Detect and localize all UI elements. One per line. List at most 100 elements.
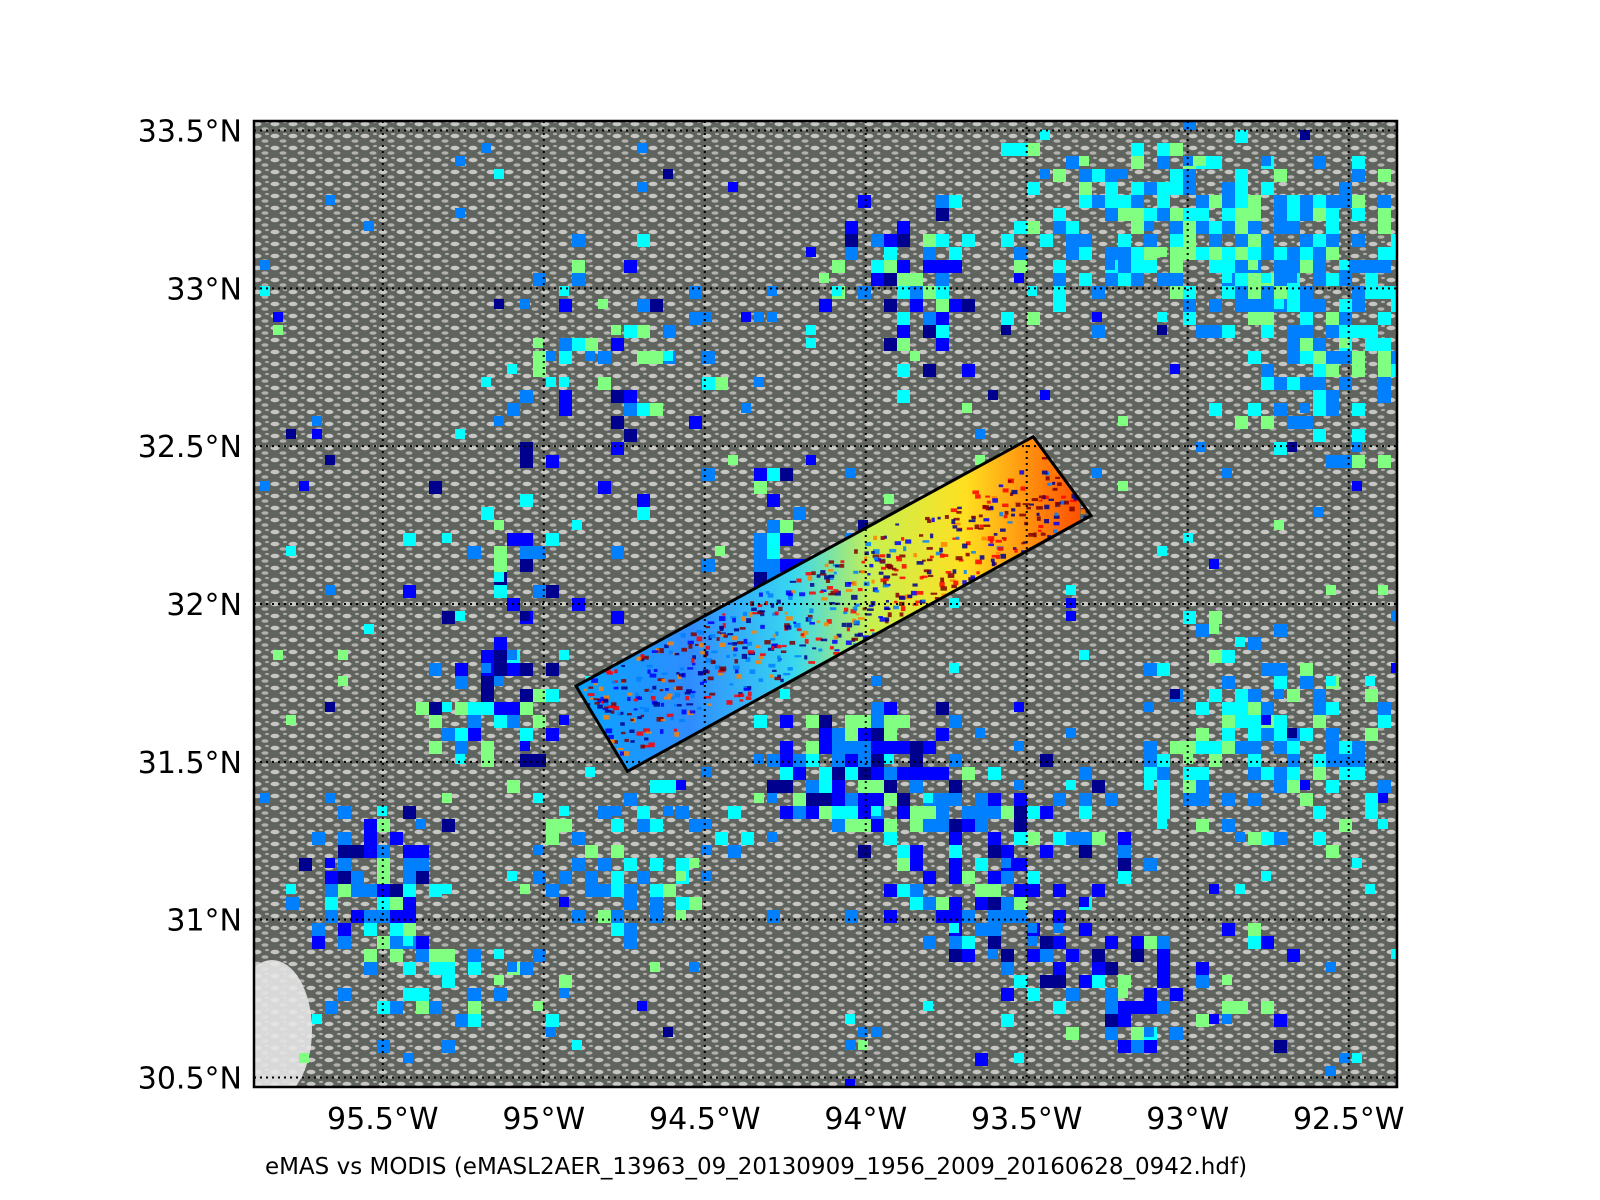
swath-pixel <box>640 744 646 749</box>
aod-pixel <box>338 936 351 949</box>
swath-pixel <box>684 691 691 695</box>
aod-pixel <box>598 351 611 364</box>
aod-pixel <box>455 1014 468 1027</box>
aod-pixel <box>949 845 962 858</box>
aod-pixel <box>663 1027 673 1037</box>
aod-pixel <box>429 741 442 754</box>
swath-pixel <box>1040 532 1046 536</box>
aod-pixel <box>1209 403 1222 416</box>
swath-pixel <box>616 747 624 750</box>
swath-pixel <box>760 624 765 629</box>
aod-pixel <box>650 819 663 832</box>
aod-pixel <box>611 416 624 429</box>
aod-pixel <box>1053 273 1066 286</box>
aod-pixel <box>871 741 884 754</box>
aod-pixel <box>975 884 988 897</box>
aod-pixel <box>1378 169 1391 182</box>
aod-pixel <box>1378 780 1391 793</box>
aod-pixel <box>884 338 897 351</box>
aod-pixel <box>1352 260 1365 273</box>
aod-pixel <box>455 611 465 621</box>
swath-pixel <box>605 728 613 734</box>
aod-pixel <box>1313 234 1326 247</box>
aod-pixel <box>1157 1001 1170 1014</box>
aod-pixel <box>1235 260 1248 273</box>
aod-pixel <box>481 377 491 387</box>
aod-pixel <box>910 858 923 871</box>
aod-pixel <box>286 429 296 439</box>
aod-pixel <box>1131 156 1144 169</box>
aod-pixel <box>1326 273 1339 286</box>
aod-pixel <box>1235 221 1248 234</box>
aod-pixel <box>1157 819 1167 829</box>
swath-pixel <box>951 519 956 525</box>
aod-pixel <box>494 572 504 582</box>
aod-pixel <box>494 169 504 179</box>
aod-pixel <box>598 884 611 897</box>
aod-pixel <box>572 858 585 871</box>
aod-pixel <box>403 936 413 946</box>
swath-pixel <box>751 607 757 611</box>
swath-pixel <box>696 636 703 642</box>
swath-pixel <box>749 669 756 674</box>
aod-pixel <box>1313 377 1326 390</box>
aod-pixel <box>507 780 520 793</box>
swath-pixel <box>686 703 694 706</box>
swath-pixel <box>833 589 839 593</box>
aod-pixel <box>1274 442 1287 455</box>
aod-pixel <box>1274 247 1287 260</box>
swath-pixel <box>926 558 933 562</box>
swath-pixel <box>739 699 744 702</box>
aod-pixel <box>845 741 858 754</box>
swath-pixel <box>746 618 751 624</box>
aod-pixel <box>403 988 416 1001</box>
swath-pixel <box>593 698 600 701</box>
aod-pixel <box>364 819 377 832</box>
swath-pixel <box>916 591 924 595</box>
aod-pixel <box>442 793 452 803</box>
swath-pixel <box>857 617 865 620</box>
aod-pixel <box>884 793 897 806</box>
aod-pixel <box>403 884 416 897</box>
aod-pixel <box>806 715 819 728</box>
swath-pixel <box>937 516 941 520</box>
aod-pixel <box>1014 884 1027 897</box>
aod-pixel <box>767 910 780 923</box>
aod-pixel <box>884 884 897 897</box>
swath-pixel <box>1036 512 1040 516</box>
aod-pixel <box>1222 819 1235 832</box>
swath-pixel <box>891 573 898 576</box>
aod-pixel <box>1066 1027 1079 1040</box>
swath-pixel <box>603 701 609 707</box>
aod-pixel <box>819 728 832 741</box>
aod-pixel <box>1365 325 1378 338</box>
aod-pixel <box>1326 585 1336 595</box>
aod-pixel <box>884 780 897 793</box>
swath-pixel <box>732 665 740 670</box>
swath-pixel <box>637 716 642 720</box>
aod-pixel <box>1391 364 1397 377</box>
aod-pixel <box>1170 1027 1183 1040</box>
swath-pixel <box>834 649 840 652</box>
swath-pixel <box>884 607 891 611</box>
aod-pixel <box>754 481 767 494</box>
aod-pixel <box>1014 975 1027 988</box>
swath-pixel <box>953 517 960 521</box>
aod-pixel <box>1352 208 1365 221</box>
aod-pixel <box>637 806 650 819</box>
aod-pixel <box>338 832 351 845</box>
aod-pixel <box>871 754 884 767</box>
swath-pixel <box>1053 529 1058 534</box>
swath-pixel <box>899 554 906 558</box>
aod-pixel <box>858 845 871 858</box>
swath-pixel <box>913 553 917 558</box>
aod-pixel <box>325 858 335 868</box>
aod-pixel <box>949 598 959 608</box>
swath-pixel <box>666 693 673 699</box>
aod-pixel <box>364 884 377 897</box>
aod-pixel <box>1209 689 1222 702</box>
aod-pixel <box>520 689 533 702</box>
swath-pixel <box>1061 495 1066 499</box>
swath-pixel <box>983 518 990 522</box>
aod-pixel <box>1118 195 1131 208</box>
